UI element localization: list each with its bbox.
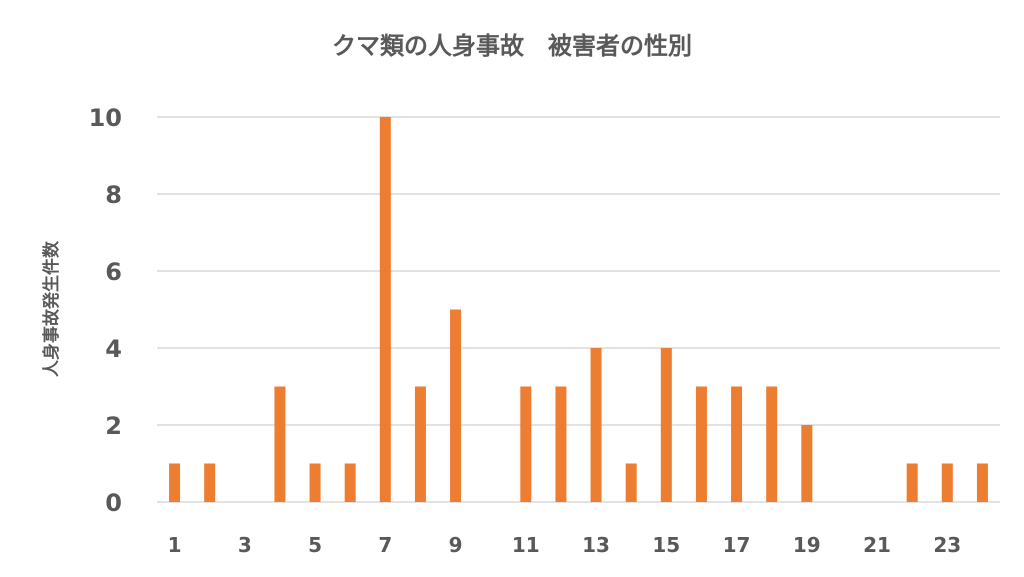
bar — [414, 386, 426, 502]
y-axis-label: 人身事故発生件数 — [41, 240, 62, 377]
chart-title: クマ類の人身事故 被害者の性別 — [332, 32, 692, 60]
x-tick-label: 17 — [723, 533, 751, 557]
bar — [766, 386, 778, 502]
y-tick-label: 4 — [105, 335, 122, 363]
x-tick-label: 23 — [933, 533, 961, 557]
bar — [204, 463, 216, 502]
bar — [660, 348, 672, 502]
bars — [169, 117, 988, 502]
y-tick-label: 2 — [105, 412, 122, 440]
bar — [906, 463, 918, 502]
bar — [555, 386, 567, 502]
x-tick-label: 5 — [308, 533, 322, 557]
x-tick-label: 21 — [863, 533, 891, 557]
x-tick-labels: 1 3 5 7 9 11 13 15 17 19 21 23 — [168, 533, 962, 557]
x-tick-label: 3 — [238, 533, 252, 557]
bar — [344, 463, 356, 502]
bar — [695, 386, 707, 502]
y-tick-label: 6 — [105, 258, 122, 286]
y-tick-label: 8 — [105, 181, 122, 209]
bar — [169, 463, 181, 502]
x-tick-label: 1 — [168, 533, 182, 557]
x-tick-label: 11 — [512, 533, 540, 557]
bar — [450, 309, 462, 502]
x-tick-label: 9 — [449, 533, 463, 557]
y-tick-labels: 0 2 4 6 8 10 — [89, 104, 122, 517]
bar — [941, 463, 953, 502]
bar — [625, 463, 637, 502]
bar — [590, 348, 602, 502]
bar — [801, 425, 813, 502]
bar — [520, 386, 532, 502]
bar — [309, 463, 321, 502]
x-tick-label: 7 — [378, 533, 392, 557]
x-tick-label: 13 — [582, 533, 610, 557]
y-tick-label: 0 — [105, 489, 122, 517]
gridlines — [157, 116, 1000, 503]
bar — [274, 386, 286, 502]
bar — [976, 463, 988, 502]
x-tick-label: 15 — [652, 533, 680, 557]
x-tick-label: 19 — [793, 533, 821, 557]
bar — [379, 117, 391, 502]
bar — [731, 386, 743, 502]
y-tick-label: 10 — [89, 104, 122, 132]
